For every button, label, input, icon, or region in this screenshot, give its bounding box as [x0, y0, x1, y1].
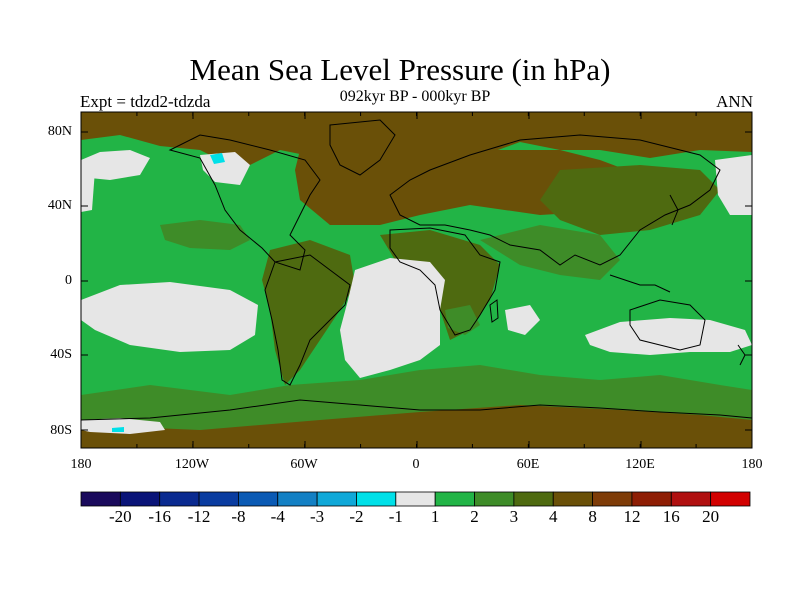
- field-samerica-olive: [262, 240, 355, 385]
- colorbar-box: [395, 491, 436, 507]
- colorbar-label: -1: [388, 507, 403, 526]
- field-asia-olive: [480, 225, 620, 280]
- chart-subtitle: 092kyr BP - 000kyr BP: [339, 88, 491, 105]
- y-tick-label: 80N: [47, 124, 72, 139]
- x-tick-label: 180: [70, 457, 92, 472]
- field-neutral-antarctic-w: [81, 418, 165, 434]
- colorbar-label: 1: [430, 507, 440, 526]
- colorbar-label: 8: [588, 507, 597, 526]
- x-tick-label: 60E: [516, 457, 540, 472]
- coast-greenland: [329, 119, 396, 176]
- x-tick-label: 180: [741, 457, 763, 472]
- y-tick-label: 40N: [47, 198, 72, 213]
- colorbar-box: [474, 491, 515, 507]
- x-tick-label: 120W: [174, 457, 210, 472]
- colorbar-label: 2: [470, 507, 479, 526]
- y-tick-label: 40S: [50, 347, 72, 362]
- field-neutral-south-atlantic: [340, 258, 445, 378]
- x-tick-label: 120E: [625, 457, 655, 472]
- chart-title: Mean Sea Level Pressure (in hPa): [189, 52, 611, 87]
- colorbar-box: [238, 491, 279, 507]
- colorbar-label: -2: [349, 507, 364, 526]
- colorbar-box: [277, 491, 318, 507]
- field-north-brown: [81, 112, 752, 170]
- field-neutral-indian-small: [505, 305, 540, 335]
- coast-indonesia: [609, 274, 671, 293]
- x-tick-label: 60W: [290, 457, 318, 472]
- pressure-field: [81, 112, 752, 448]
- colorbar-box: [592, 491, 633, 507]
- axis-ticks: [80, 112, 753, 448]
- x-tick-label: 0: [412, 457, 420, 472]
- coast-africa: [389, 227, 501, 336]
- field-neutral-south-pacific: [81, 282, 258, 352]
- field-neutral-east-pacific: [715, 155, 752, 215]
- colorbar-box: [159, 491, 200, 507]
- colorbar: [80, 491, 751, 507]
- colorbar-label: 16: [662, 507, 680, 526]
- field-neutral-australia: [585, 318, 752, 355]
- coast-australia: [629, 299, 706, 351]
- colorbar-box: [316, 491, 357, 507]
- colorbar-label: -20: [109, 507, 132, 526]
- colorbar-label: -8: [231, 507, 246, 526]
- field-cyan-spot-2: [112, 427, 124, 432]
- colorbar-label: -16: [148, 507, 172, 526]
- coast-madagascar: [489, 299, 499, 323]
- colorbar-label: 4: [548, 507, 558, 526]
- colorbar-box: [710, 491, 751, 507]
- field-cyan-spot-1: [210, 153, 225, 164]
- coast-south-america: [264, 254, 351, 386]
- season-label: ANN: [716, 92, 753, 111]
- colorbar-label: -12: [187, 507, 211, 526]
- coast-antarctica: [81, 399, 752, 421]
- colorbar-box: [356, 491, 397, 507]
- field-neutral-north-pacific: [81, 150, 150, 180]
- field-pacific-olive: [160, 220, 250, 250]
- field-neutral-north-pacific-w: [81, 165, 95, 212]
- y-tick-label: 80S: [50, 423, 72, 438]
- colorbar-label: -3: [310, 507, 325, 526]
- colorbar-box: [434, 491, 475, 507]
- colorbar-label: -4: [270, 507, 285, 526]
- field-south-brown: [81, 405, 752, 448]
- colorbar-box: [552, 491, 593, 507]
- colorbar-label: 20: [702, 507, 720, 526]
- colorbar-box: [513, 491, 554, 507]
- colorbar-box: [80, 491, 121, 507]
- y-tick-label: 0: [65, 273, 72, 288]
- colorbar-label: 12: [623, 507, 641, 526]
- colorbar-box: [631, 491, 672, 507]
- experiment-label: Expt = tdzd2-tdzda: [80, 92, 211, 111]
- coast-japan: [669, 194, 679, 226]
- colorbar-box: [198, 491, 239, 507]
- colorbar-box: [119, 491, 161, 507]
- coast-north-america: [168, 134, 321, 271]
- coastlines: [81, 119, 752, 421]
- coast-eurasia: [389, 134, 721, 266]
- colorbar-box: [670, 491, 712, 507]
- colorbar-label: 3: [509, 507, 519, 526]
